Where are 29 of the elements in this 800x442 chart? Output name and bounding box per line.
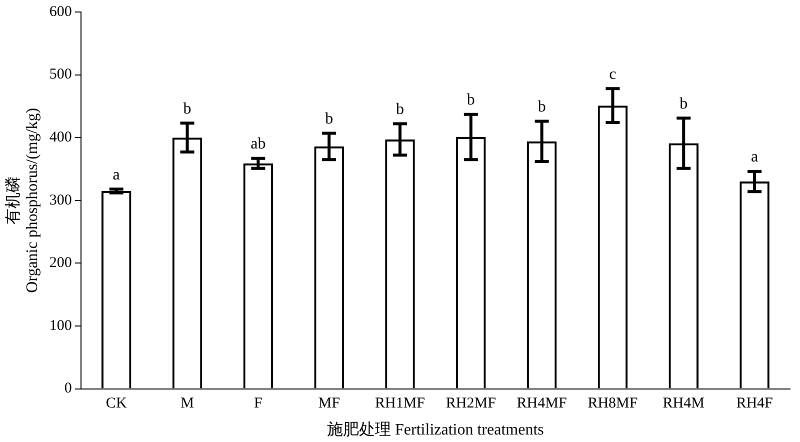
annotation: b bbox=[538, 98, 546, 116]
annotation: a bbox=[750, 148, 758, 166]
x-tick-label: MF bbox=[318, 396, 340, 412]
annotation: c bbox=[609, 66, 616, 83]
x-tick-label: M bbox=[180, 396, 194, 412]
y-tick-label: 200 bbox=[49, 255, 72, 272]
y-tick-label: 0 bbox=[64, 380, 72, 397]
annotation: a bbox=[112, 166, 120, 184]
y-tick-label: 500 bbox=[49, 66, 72, 83]
x-tick-label: CK bbox=[106, 396, 127, 412]
x-tick-label: F bbox=[254, 396, 262, 412]
x-tick-label: RH4MF bbox=[516, 396, 567, 412]
y-tick-label: 100 bbox=[49, 318, 72, 334]
y-tick-label: 400 bbox=[49, 130, 72, 146]
annotation: b bbox=[183, 100, 192, 118]
x-tick-label: RH4M bbox=[662, 396, 704, 412]
y-tick-label: 600 bbox=[49, 4, 72, 20]
annotation: b bbox=[325, 110, 334, 128]
annotation: b bbox=[680, 95, 688, 112]
x-tick-label: RH2MF bbox=[446, 396, 496, 412]
y-axis-title: 有机磷 Organic phosphorus/(mg/kg) bbox=[4, 108, 42, 293]
annotation: b bbox=[466, 92, 475, 109]
x-axis-title: 施肥处理 Fertilization treatments bbox=[327, 420, 544, 439]
x-tick-label: RH4F bbox=[736, 396, 773, 412]
x-tick-label: RH1MF bbox=[374, 396, 426, 412]
y-tick-label: 300 bbox=[49, 192, 72, 208]
x-tick-label: RH8MF bbox=[588, 396, 638, 412]
annotation: ab bbox=[250, 136, 266, 153]
annotation: b bbox=[396, 100, 404, 118]
